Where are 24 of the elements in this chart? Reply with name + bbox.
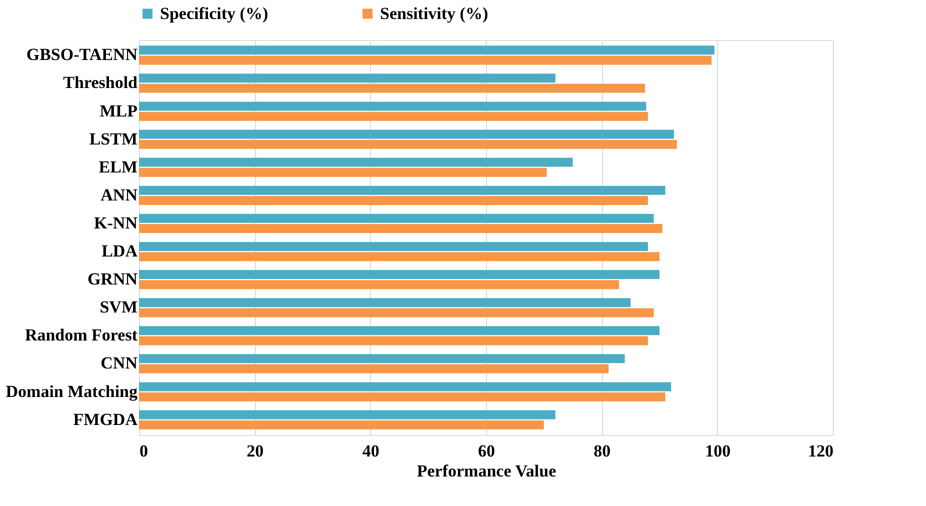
y-tick-label: GRNN [87, 270, 138, 289]
y-tick-label: CNN [100, 354, 138, 373]
y-tick-label: MLP [100, 101, 138, 120]
legend-label: Specificity (%) [160, 4, 268, 23]
y-tick-label: SVM [100, 298, 138, 317]
y-tick-label: LDA [102, 242, 138, 261]
y-tick-label: Random Forest [24, 326, 138, 345]
x-tick-label: 20 [246, 442, 264, 460]
x-tick-label: 60 [478, 442, 495, 460]
legend-label: Sensitivity (%) [380, 4, 488, 23]
x-tick-label: 0 [140, 442, 148, 460]
x-tick-label: 100 [705, 442, 731, 460]
y-tick-label: ELM [98, 157, 138, 176]
y-tick-label: GBSO-TAENN [26, 45, 138, 64]
x-tick-label: 40 [362, 442, 380, 460]
y-tick-label: LSTM [89, 129, 138, 148]
x-axis-title: Performance Value [416, 462, 557, 480]
x-tick-label: 120 [808, 442, 834, 460]
y-tick-label: Domain Matching [6, 382, 138, 401]
x-tick-label: 80 [594, 442, 611, 460]
y-tick-label: ANN [100, 185, 138, 204]
y-tick-label: FMGDA [73, 410, 138, 429]
y-tick-label: Threshold [63, 73, 138, 92]
y-tick-label: K-NN [94, 213, 138, 232]
